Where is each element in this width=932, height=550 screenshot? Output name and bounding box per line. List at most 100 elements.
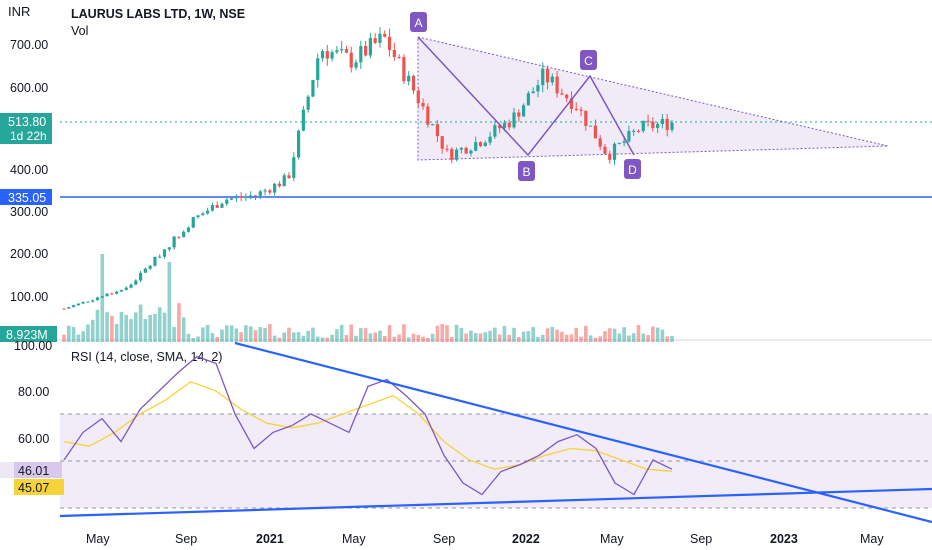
candle-body <box>292 157 296 178</box>
volume-bar <box>339 324 344 342</box>
volume-bar <box>502 325 507 342</box>
candle-body <box>512 112 516 128</box>
candle-body <box>579 109 583 111</box>
volume-bar <box>665 336 670 342</box>
volume-bar <box>426 337 430 342</box>
candle-body <box>239 196 243 198</box>
x-axis: May Sep 2021 May Sep 2022 May Sep 2023 M… <box>86 532 884 546</box>
volume-bar <box>402 324 406 342</box>
volume-bar <box>325 337 330 342</box>
volume-bar <box>359 328 363 342</box>
candle-body <box>263 190 267 192</box>
volume-bar <box>459 328 464 342</box>
volume-bar <box>229 325 234 342</box>
candle-body <box>143 268 147 273</box>
candle-body <box>148 265 152 269</box>
candle-body <box>493 125 497 137</box>
volume-bar <box>536 336 540 342</box>
volume-bar <box>406 337 411 342</box>
candle-body <box>569 98 574 109</box>
volume-bar <box>517 337 521 342</box>
candle-body <box>431 124 435 126</box>
volume-bar <box>497 334 502 342</box>
candle-body <box>641 120 645 131</box>
svg-text:46.01: 46.01 <box>18 464 49 478</box>
volume-bar <box>105 312 109 342</box>
candle-body <box>474 142 478 151</box>
candle-body <box>186 227 191 232</box>
volume-bar <box>291 332 296 342</box>
candle-body <box>316 58 320 81</box>
volume-bar <box>129 319 133 342</box>
candle-body <box>383 33 387 37</box>
candle-body <box>589 125 593 127</box>
pattern-label-c: C <box>580 50 597 70</box>
candle-body <box>584 110 588 126</box>
candle-body <box>656 123 660 128</box>
rsi-lines <box>63 355 673 496</box>
candle-body <box>550 76 554 83</box>
volume-bar <box>95 309 100 342</box>
candle-body <box>517 112 521 117</box>
volume-bar <box>162 312 167 342</box>
last-price-badge: 513.80 1d 22h <box>0 113 52 144</box>
volume-bar <box>440 324 445 342</box>
candle-body <box>234 196 238 199</box>
candle-body <box>464 147 468 154</box>
candle-body <box>416 90 420 104</box>
volume-bar <box>430 333 435 342</box>
svg-text:335.05: 335.05 <box>8 191 46 205</box>
volume-bar <box>62 334 66 342</box>
candle-body <box>593 125 598 139</box>
x-tick-may-2023: May <box>860 532 884 546</box>
volume-bar <box>114 324 119 342</box>
candle-body <box>268 190 272 193</box>
volume-bar <box>363 328 368 342</box>
x-tick-sep-2020: Sep <box>175 532 197 546</box>
volume-bar <box>579 336 583 342</box>
volume-legend: Vol <box>71 24 88 38</box>
volume-bar <box>301 335 306 342</box>
candle-body <box>608 153 612 160</box>
currency-label: INR <box>8 4 30 19</box>
candle-body <box>162 249 167 257</box>
candle-body <box>100 296 104 298</box>
volume-bar <box>545 328 550 342</box>
volume-bar <box>201 327 205 342</box>
candle-body <box>498 125 502 129</box>
rsi-value-badge: 46.01 <box>0 462 62 478</box>
candle-body <box>636 130 641 132</box>
candle-body <box>392 50 396 57</box>
candle-body <box>349 52 353 68</box>
candle-body <box>378 33 382 43</box>
candle-body <box>617 142 621 144</box>
volume-bar <box>320 337 325 342</box>
volume-bar <box>349 324 354 342</box>
volume-bar <box>277 337 282 342</box>
volume-bar <box>239 332 243 342</box>
x-tick-2022: 2022 <box>512 532 540 546</box>
x-tick-sep-2021: Sep <box>433 532 455 546</box>
volume-bar <box>224 325 229 342</box>
rsi-line <box>63 355 673 496</box>
candle-body <box>368 38 372 56</box>
price-tick-600: 600.00 <box>10 81 48 95</box>
volume-bar <box>181 317 186 342</box>
volume-bar <box>335 329 339 342</box>
candle-body <box>220 203 224 208</box>
volume-bar <box>215 337 219 342</box>
volume-bar <box>636 325 641 342</box>
svg-text:A: A <box>414 16 422 30</box>
x-tick-may-2022: May <box>600 532 624 546</box>
volume-bar <box>172 326 176 342</box>
candle-body <box>95 297 100 301</box>
candle-body <box>598 138 602 147</box>
candle-body <box>488 136 492 143</box>
volume-bar <box>560 331 564 342</box>
volume-bar <box>531 326 535 342</box>
candle-body <box>373 38 377 43</box>
volume-bar <box>627 335 631 342</box>
volume-bar <box>631 333 636 342</box>
candle-body <box>177 236 181 238</box>
